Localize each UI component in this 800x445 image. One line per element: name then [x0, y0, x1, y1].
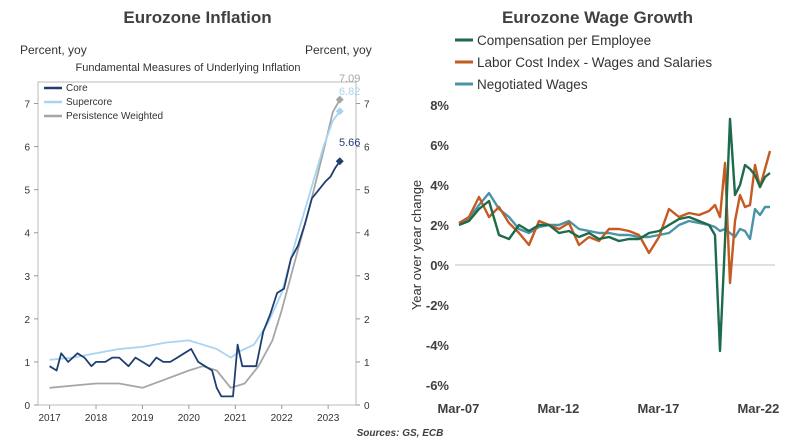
inflation-ytick-label-left: 7: [24, 100, 30, 111]
wage-series-lines: [458, 117, 772, 353]
wage-xtick-label: Mar-22: [737, 401, 779, 416]
inflation-ytick-label-right: 6: [364, 143, 370, 154]
wage-xtick-label: Mar-12: [537, 401, 579, 416]
inflation-chart: Percent, yoy Percent, yoy Fundamental Me…: [20, 43, 372, 424]
inflation-ytick-label-left: 1: [24, 358, 30, 369]
inflation-ytick-label-right: 3: [364, 272, 370, 283]
inflation-ytick-label-right: 1: [364, 358, 370, 369]
inflation-ytick-label-right: 7: [364, 100, 370, 111]
inflation-xtick-label: 2019: [131, 413, 154, 424]
series-line-compensation: [458, 117, 771, 353]
wage-xtick-label: Mar-07: [437, 401, 479, 416]
inflation-xtick-label: 2020: [178, 413, 201, 424]
inflation-ytick-label-left: 6: [24, 143, 30, 154]
inflation-ytick-label-left: 2: [24, 315, 30, 326]
inflation-chart-title: Eurozone Inflation: [123, 8, 272, 27]
inflation-plot-frame: [37, 81, 357, 406]
wage-ytick-label: 8%: [430, 98, 449, 113]
end-label-persistence: 7.09: [339, 73, 360, 85]
wage-ytick-label: -2%: [426, 298, 450, 313]
series-line-core: [49, 160, 341, 398]
inflation-ytick-label-right: 2: [364, 315, 370, 326]
wage-panel: Eurozone Wage Growth Compensation per Em…: [395, 0, 800, 430]
inflation-right-axis-unit: Percent, yoy: [305, 43, 372, 57]
series-line-persistence: [49, 99, 341, 389]
inflation-xtick-label: 2023: [317, 413, 340, 424]
legend-label-lci: Labor Cost Index - Wages and Salaries: [477, 55, 712, 70]
inflation-left-axis-unit: Percent, yoy: [20, 43, 87, 57]
end-marker-supercore: [335, 107, 344, 116]
wage-legend: Compensation per Employee Labor Cost Ind…: [455, 33, 712, 92]
legend-label-supercore: Supercore: [66, 97, 113, 108]
wage-axes: -6% -4% -2% 0% 2% 4% 6% 8% Mar-07 Mar-12 Mar-17 Mar…: [426, 98, 779, 416]
wage-chart: Compensation per Employee Labor Cost Ind…: [409, 33, 779, 416]
inflation-ytick-label-left: 5: [24, 186, 30, 197]
wage-ytick-label: -6%: [426, 378, 450, 393]
legend-label-compensation: Compensation per Employee: [477, 33, 651, 48]
inflation-legend: Core Supercore Persistence Weighted: [44, 83, 163, 122]
wage-ytick-label: 0%: [430, 258, 449, 273]
wage-ytick-label: 2%: [430, 218, 449, 233]
inflation-ytick-label-right: 0: [364, 401, 370, 412]
inflation-xtick-label: 2017: [38, 413, 61, 424]
inflation-chart-subtitle: Fundamental Measures of Underlying Infla…: [75, 62, 300, 74]
end-label-core: 5.66: [339, 137, 360, 149]
inflation-ytick-label-right: 4: [364, 229, 370, 240]
wage-ytick-label: 6%: [430, 138, 449, 153]
wage-ytick-label: 4%: [430, 178, 449, 193]
inflation-series-lines: [49, 95, 344, 398]
inflation-xtick-label: 2018: [85, 413, 108, 424]
end-marker-persistence: [335, 95, 344, 104]
series-line-supercore: [49, 110, 341, 361]
legend-label-core: Core: [66, 83, 88, 94]
inflation-ytick-label-left: 3: [24, 272, 30, 283]
series-line-lci: [458, 150, 772, 285]
wage-chart-title: Eurozone Wage Growth: [501, 8, 694, 27]
wage-y-axis-title: Year over year change: [409, 180, 424, 310]
inflation-ytick-label-left: 4: [24, 229, 30, 240]
end-marker-core: [335, 157, 344, 166]
wage-ytick-label: -4%: [426, 338, 450, 353]
wage-xtick-label: Mar-17: [637, 401, 679, 416]
inflation-xtick-label: 2021: [224, 413, 247, 424]
legend-label-negotiated: Negotiated Wages: [477, 77, 588, 92]
inflation-xtick-label: 2022: [271, 413, 294, 424]
inflation-ytick-label-left: 0: [24, 401, 30, 412]
inflation-ytick-label-right: 5: [364, 186, 370, 197]
end-label-supercore: 6.82: [339, 86, 360, 98]
inflation-panel: Eurozone Inflation Percent, yoy Percent,…: [0, 0, 395, 430]
sources-note: Sources: GS, ECB: [356, 428, 444, 439]
inflation-axes: 0 0 1 1 2 2 3 3 4 4 5 5 6 6 7 7 2017 2018 2019 2020 2021 2022…: [24, 100, 370, 424]
legend-label-persistence: Persistence Weighted: [66, 111, 163, 122]
